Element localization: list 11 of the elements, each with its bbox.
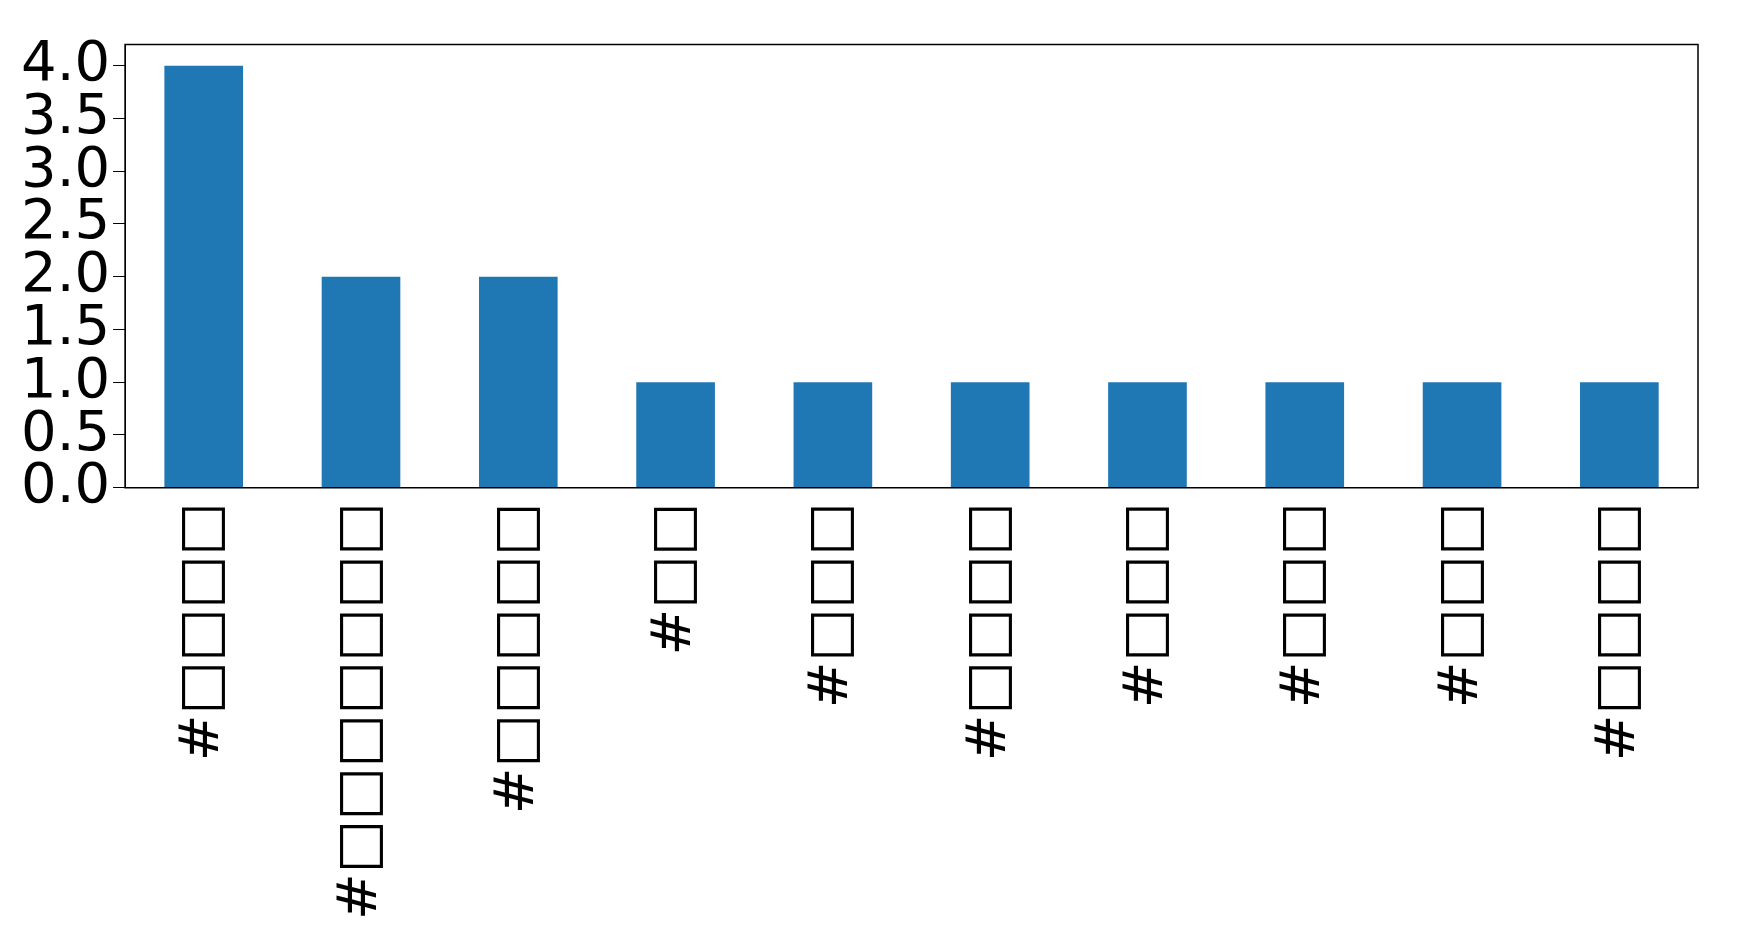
x-tick-label: #□□□□□□□: [323, 502, 389, 920]
x-tick-label: #□□□: [1267, 502, 1333, 709]
x-tick-label: #□□□□: [1581, 502, 1647, 762]
x-tick-label: #□□□□: [166, 502, 232, 762]
x-tick-label: #□□□□: [952, 502, 1018, 762]
x-tick-label: #□□□: [1424, 502, 1490, 709]
y-tick-label: 3.5: [21, 81, 111, 146]
x-tick-label: #□□□: [795, 502, 861, 709]
x-tick-label: #□□□: [1110, 502, 1176, 709]
x-tick-label: #□□: [638, 502, 704, 656]
x-tick-label: #□□□□□: [480, 502, 546, 815]
